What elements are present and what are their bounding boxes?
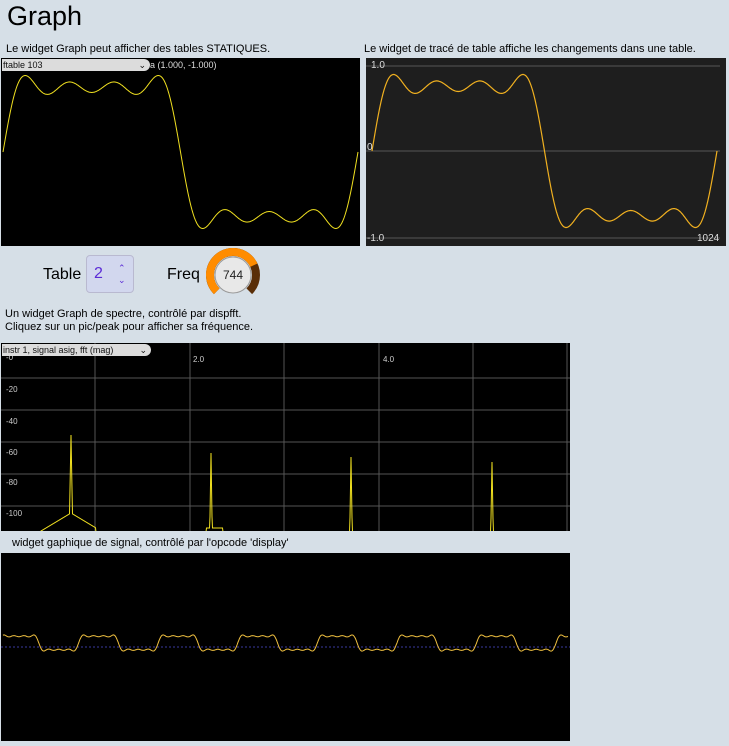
scope-panel [1,553,570,741]
table-spinbox-value: 2 [94,265,103,282]
y-label-bottom: -1.0 [367,233,385,244]
table-plot [366,65,720,239]
chevron-down-icon: ⌄ [138,60,146,70]
static-graph-trace [2,75,359,229]
spectrum-y-tick: -80 [6,478,18,487]
spectrum-trace [1,434,494,531]
scope-caption: widget gaphique de signal, contrôlé par … [12,537,289,549]
spectrum-y-tick: -60 [6,448,18,457]
table-select-dropdown[interactable]: ftable 103 ⌄ [2,59,150,71]
spectrum-y-tick: -100 [6,509,23,518]
spectrum-panel[interactable]: -0 -20 -40 -60 -80 -100 2.0 4.0 instr 1, signal… [1,343,570,531]
freq-knob-dial [206,248,260,295]
spin-down-icon[interactable]: ⌄ [118,275,126,285]
spectrum-y-tick: -20 [6,385,18,394]
scope-trace [2,634,569,652]
scope-plot [1,634,570,652]
freq-label: Freq [167,266,200,283]
static-graph-plot [2,75,359,229]
spectrum-y-tick: -0 [6,353,14,362]
signal-select-value: instr 1, signal asig, fft (mag) [3,345,114,355]
table-plot-trace [371,73,718,229]
static-graph-panel[interactable]: ftable 103 ⌄ a (1.000, -1.000) [1,58,360,246]
x-label-end: 1024 [697,233,720,244]
spectrum-plot: -0 -20 -40 -60 -80 -100 2.0 4.0 [1,343,570,531]
spectrum-caption-1: Un widget Graph de spectre, contrôlé par… [5,308,242,320]
page-title: Graph [7,1,83,31]
y-label-mid: 0 [367,142,373,153]
freq-knob[interactable]: 744 [206,248,260,302]
table-plot-panel: 1.0 0 -1.0 1024 [366,58,726,246]
table-spinbox[interactable]: 2 ⌃ ⌄ [86,255,134,293]
static-graph-caption: Le widget Graph peut afficher des tables… [6,43,271,55]
table-plot-caption: Le widget de tracé de table affiche les … [364,43,696,55]
spectrum-x-tick: 4.0 [383,355,395,364]
signal-select-dropdown[interactable]: instr 1, signal asig, fft (mag) ⌄ [2,344,151,356]
chevron-down-icon: ⌄ [139,345,147,355]
freq-knob-value: 744 [222,268,244,282]
spectrum-x-tick: 2.0 [193,355,205,364]
spectrum-caption-2: Cliquez sur un pic/peak pour afficher sa… [5,321,254,333]
table-select-value: ftable 103 [3,60,43,70]
spin-up-icon[interactable]: ⌃ [118,263,126,273]
coord-readout: a (1.000, -1.000) [150,60,217,70]
table-label: Table [43,266,82,283]
y-label-top: 1.0 [371,60,385,71]
spectrum-y-tick: -40 [6,417,18,426]
